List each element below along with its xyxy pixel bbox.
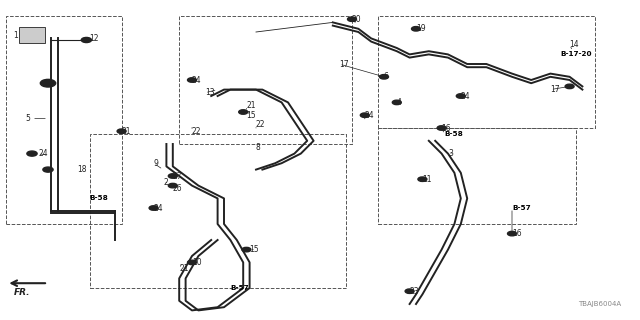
Circle shape [188,78,196,82]
Circle shape [508,231,516,236]
Text: 16: 16 [512,229,522,238]
Text: 27: 27 [173,172,182,180]
Text: 24: 24 [38,149,48,158]
Text: 23: 23 [410,287,419,296]
Text: B-58: B-58 [445,132,463,137]
Text: 26: 26 [173,184,182,193]
Text: 21: 21 [179,264,189,273]
Text: 11: 11 [422,175,432,184]
Text: 24: 24 [154,204,163,212]
Bar [6,16,122,224]
Bar [378,128,576,224]
Circle shape [405,289,414,293]
Circle shape [168,174,177,178]
Circle shape [43,167,53,172]
Text: 22: 22 [192,127,202,136]
Text: 24: 24 [461,92,470,100]
Text: 24: 24 [192,76,202,84]
Circle shape [418,177,427,181]
Text: 13: 13 [205,88,214,97]
Circle shape [40,79,56,87]
Text: FR.: FR. [14,288,31,297]
Text: 20: 20 [352,15,362,24]
Circle shape [168,183,177,188]
Circle shape [380,75,388,79]
Bar [19,27,45,43]
Text: 5: 5 [26,114,31,123]
Bar [179,16,352,144]
Text: 21: 21 [122,127,131,136]
Text: 18: 18 [77,165,86,174]
Circle shape [412,27,420,31]
Text: 2: 2 [163,178,168,187]
Text: 7: 7 [45,79,50,88]
Text: 4: 4 [397,98,402,107]
Text: 19: 19 [416,24,426,33]
Text: 17: 17 [339,60,349,68]
Circle shape [188,260,196,265]
Text: 12: 12 [90,34,99,43]
Circle shape [360,113,369,117]
Text: 15: 15 [250,245,259,254]
Text: 1: 1 [13,31,17,40]
Circle shape [456,94,465,98]
Text: B-17-20: B-17-20 [560,52,591,57]
Text: 14: 14 [570,40,579,49]
Text: 24: 24 [365,111,374,120]
Text: 16: 16 [442,124,451,132]
Text: B-57: B-57 [512,205,531,211]
Circle shape [117,129,126,133]
Bar [378,16,595,128]
Text: 10: 10 [192,258,202,267]
Text: 22: 22 [256,120,266,129]
Text: 21: 21 [246,101,256,110]
Text: B-57: B-57 [230,285,249,291]
Circle shape [392,100,401,105]
Text: 8: 8 [256,143,260,152]
Text: 9: 9 [154,159,159,168]
Circle shape [242,247,251,252]
Circle shape [565,84,574,89]
Text: 17: 17 [550,85,560,94]
Text: TBAJB6004A: TBAJB6004A [578,301,621,307]
Text: B-58: B-58 [90,196,108,201]
Circle shape [239,110,248,114]
Text: 3: 3 [448,149,453,158]
Bar [90,134,346,288]
Circle shape [348,17,356,21]
Circle shape [81,37,92,43]
Text: 6: 6 [384,72,389,81]
Circle shape [149,206,158,210]
Circle shape [437,126,446,130]
Text: 15: 15 [246,111,256,120]
Circle shape [27,151,37,156]
